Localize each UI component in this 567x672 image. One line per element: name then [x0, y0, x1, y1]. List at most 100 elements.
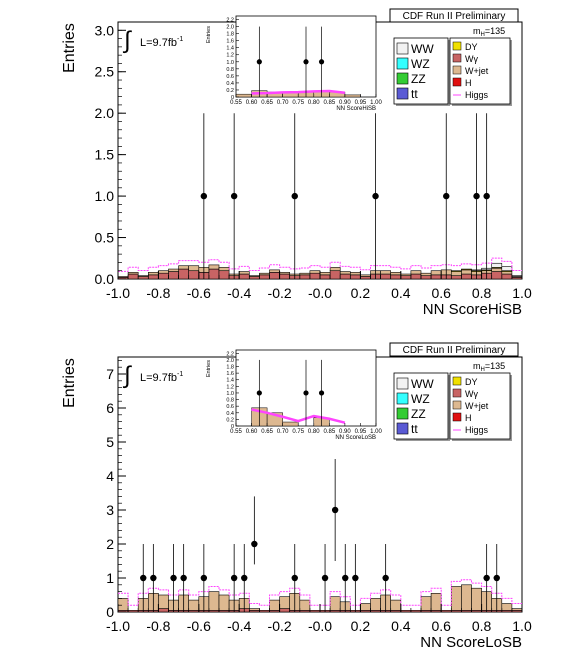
hist-bar-Wjet [148, 272, 159, 276]
legend-label: WZ [411, 392, 430, 406]
y-axis-lo: 0 1 2 3 4 5 6 7 [106, 360, 126, 620]
hist-bar-Wjet [349, 272, 361, 276]
y-tick-label: 5 [106, 434, 114, 450]
legend-swatch-DY [452, 376, 462, 386]
header-title: CDF Run II Preliminary [403, 11, 506, 22]
legend-label: WW [411, 42, 434, 56]
legend-label: W+jet [465, 401, 489, 411]
inset-y-tick-label: 0.8 [226, 67, 234, 73]
data-point [352, 574, 359, 582]
data-point [382, 574, 389, 582]
inset-bar [235, 93, 252, 98]
hist-bar-Wg [259, 609, 270, 613]
y-tick-label: 7 [106, 366, 114, 382]
legend-label: H [465, 78, 472, 88]
inset-data-point [318, 59, 325, 65]
y-tick-label: 0.0 [95, 271, 115, 287]
legend-swatch-tt [396, 87, 409, 100]
y-axis-hi: 0.0 0.5 1.0 1.5 2.0 2.5 3.0 [95, 22, 126, 287]
legend-label: Higgs [465, 90, 489, 100]
inset-higgs-line [251, 89, 346, 95]
x-axis-hi: -1.0 -0.8 -0.6 -0.4 -0.2 -0.0 0.2 0.4 0.6 0.8 1.0 [106, 271, 532, 301]
legend-label: tt [411, 422, 418, 436]
hist-bar-Wg [390, 274, 402, 280]
inset-y-tick-label: 2.0 [226, 25, 234, 31]
x-tick-label: 0.4 [391, 285, 411, 301]
hist-bar-Wg [349, 274, 361, 280]
legend-label: DY [465, 42, 478, 52]
y-tick-label: 1.0 [95, 188, 115, 204]
hist-bar-Wjet [218, 594, 230, 611]
inset-x-tick-label: 0.70 [277, 100, 289, 106]
inset-data-point [318, 390, 325, 396]
inset-x-tick-label: 0.80 [308, 100, 320, 106]
x-axis-title: NN ScoreHiSB [423, 301, 522, 318]
x-tick-label: 0.6 [431, 618, 451, 634]
data-point [241, 574, 248, 582]
hist-bar-Wjet [299, 599, 311, 611]
hist-bar-Wjet [360, 274, 371, 277]
inset-y-tick-label: 2.0 [226, 358, 234, 364]
inset-x-tick-label: 0.85 [323, 100, 335, 106]
inset-data-point [303, 59, 309, 65]
data-point [443, 192, 450, 200]
x-tick-label: -0.6 [187, 618, 211, 634]
hist-bar-Wg [238, 273, 250, 280]
x-tick-label: -0.6 [187, 285, 211, 301]
hist-bar-Wjet [430, 270, 442, 276]
inset-higgs-line [251, 408, 346, 424]
inset-x-tick-label: 1.00 [370, 429, 382, 435]
hist-bar-Wjet [158, 594, 169, 609]
hist-bar-Wjet [420, 272, 432, 276]
inset-y-tick-label: 0.2 [226, 417, 234, 423]
inset-bar [344, 94, 361, 98]
data-point [483, 574, 490, 582]
legend-swatch-WZ [396, 392, 409, 405]
hist-bar-Wg [491, 271, 503, 280]
hist-bar-WW [491, 262, 503, 268]
y-tick-label: 2 [106, 536, 114, 552]
hist-bar-Wg [137, 276, 149, 280]
x-tick-label: -0.8 [146, 285, 170, 301]
legend-label: ZZ [411, 72, 426, 86]
hist-bar-Wjet [309, 270, 321, 274]
hist-bar-Wg [309, 272, 321, 280]
hist-bar-Wg [279, 273, 291, 280]
x-tick-label: -1.0 [106, 285, 130, 301]
y-tick-label: 0.5 [95, 230, 115, 246]
legend-label: W+jet [465, 66, 489, 76]
inset-x-tick-label: 0.65 [261, 429, 273, 435]
legend-label: H [465, 413, 472, 423]
data-point [230, 192, 238, 200]
y-tick-label: 3.0 [95, 22, 115, 38]
x-tick-label: 0.8 [472, 285, 492, 301]
hist-bar-Wg [279, 608, 291, 613]
legend-swatch-Wg [452, 53, 462, 63]
inset-bar [282, 421, 299, 427]
hist-bar-Wjet [218, 267, 230, 272]
inset-data-point [256, 59, 262, 65]
data-point [342, 574, 349, 582]
hist-bar-Wjet [450, 271, 462, 276]
hist-bar-Wjet [269, 599, 280, 611]
inset-y-axis-title: Entries [206, 360, 212, 377]
y-tick-label: 1.5 [95, 147, 115, 163]
hist-bar-Wjet [430, 592, 442, 611]
hist-bar-Wjet [269, 269, 280, 273]
mass-label: mH=135 [473, 361, 505, 373]
legend-swatch-Wg [452, 388, 462, 398]
inset-x-tick-label: 0.70 [277, 429, 289, 435]
hist-bar-Wjet [410, 270, 422, 275]
hist-bar-Wg [410, 273, 422, 280]
inset-y-tick-label: 0.4 [226, 81, 234, 87]
hist-bar-Wjet [127, 272, 139, 275]
inset-lo: 00.20.40.60.81.01.21.41.61.82.02.2 0.55 0.… [206, 349, 382, 441]
data-point [200, 192, 208, 200]
inset-y-tick-label: 1.2 [226, 384, 234, 390]
hist-bar-Wjet [168, 268, 179, 272]
integral-symbol: ∫ [122, 362, 132, 389]
x-tick-label: 0.2 [351, 285, 371, 301]
inset-x-tick-label: 0.80 [308, 429, 320, 435]
inset-x-tick-label: 0.60 [246, 429, 258, 435]
